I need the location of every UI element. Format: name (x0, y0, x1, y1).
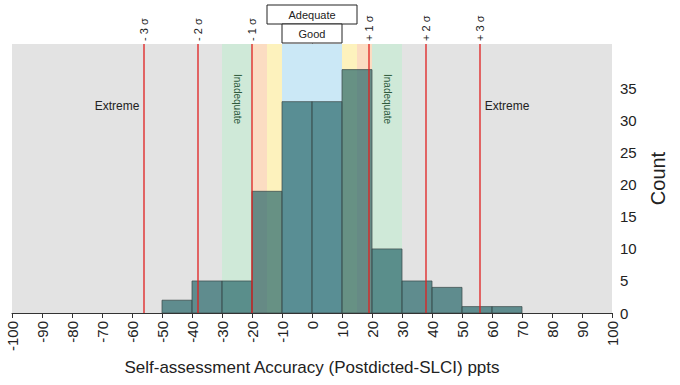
svg-text:Adequate: Adequate (288, 9, 335, 21)
svg-text:Count: Count (647, 151, 669, 205)
svg-text:Extreme: Extreme (485, 99, 530, 113)
svg-text:30: 30 (620, 112, 637, 129)
svg-text:-20: -20 (244, 321, 261, 343)
svg-text:- 2 σ: - 2 σ (192, 18, 204, 41)
svg-text:10: 10 (620, 240, 637, 257)
svg-text:-30: -30 (214, 321, 231, 343)
svg-text:Self-assessment Accuracy (Post: Self-assessment Accuracy (Postdicted-SLC… (124, 358, 499, 377)
svg-text:35: 35 (620, 80, 637, 97)
svg-text:+ 1 σ: + 1 σ (363, 15, 375, 41)
svg-text:-80: -80 (64, 321, 81, 343)
svg-text:40: 40 (424, 321, 441, 338)
svg-text:-90: -90 (34, 321, 51, 343)
svg-text:- 3 σ: - 3 σ (138, 18, 150, 41)
svg-text:15: 15 (620, 208, 637, 225)
svg-text:Good: Good (299, 28, 326, 40)
svg-text:-10: -10 (274, 321, 291, 343)
svg-text:50: 50 (454, 321, 471, 338)
svg-text:90: 90 (574, 321, 591, 338)
svg-text:Extreme: Extreme (95, 99, 140, 113)
svg-text:25: 25 (620, 144, 637, 161)
svg-text:30: 30 (394, 321, 411, 338)
svg-text:-40: -40 (184, 321, 201, 343)
svg-text:10: 10 (334, 321, 351, 338)
svg-text:80: 80 (544, 321, 561, 338)
svg-text:0: 0 (304, 321, 321, 329)
svg-text:100: 100 (604, 321, 621, 346)
svg-text:+ 2 σ: + 2 σ (420, 15, 432, 41)
svg-text:- 1 σ: - 1 σ (246, 18, 258, 41)
svg-text:-70: -70 (94, 321, 111, 343)
svg-text:20: 20 (620, 176, 637, 193)
svg-text:5: 5 (620, 272, 628, 289)
svg-text:Inadequate: Inadequate (232, 74, 243, 124)
svg-text:70: 70 (514, 321, 531, 338)
svg-text:60: 60 (484, 321, 501, 338)
svg-text:-60: -60 (124, 321, 141, 343)
svg-text:-100: -100 (4, 321, 21, 351)
svg-text:Inadequate: Inadequate (382, 74, 393, 124)
svg-text:0: 0 (620, 305, 628, 322)
svg-text:-50: -50 (154, 321, 171, 343)
svg-text:+ 3 σ: + 3 σ (474, 15, 486, 41)
svg-text:20: 20 (364, 321, 381, 338)
